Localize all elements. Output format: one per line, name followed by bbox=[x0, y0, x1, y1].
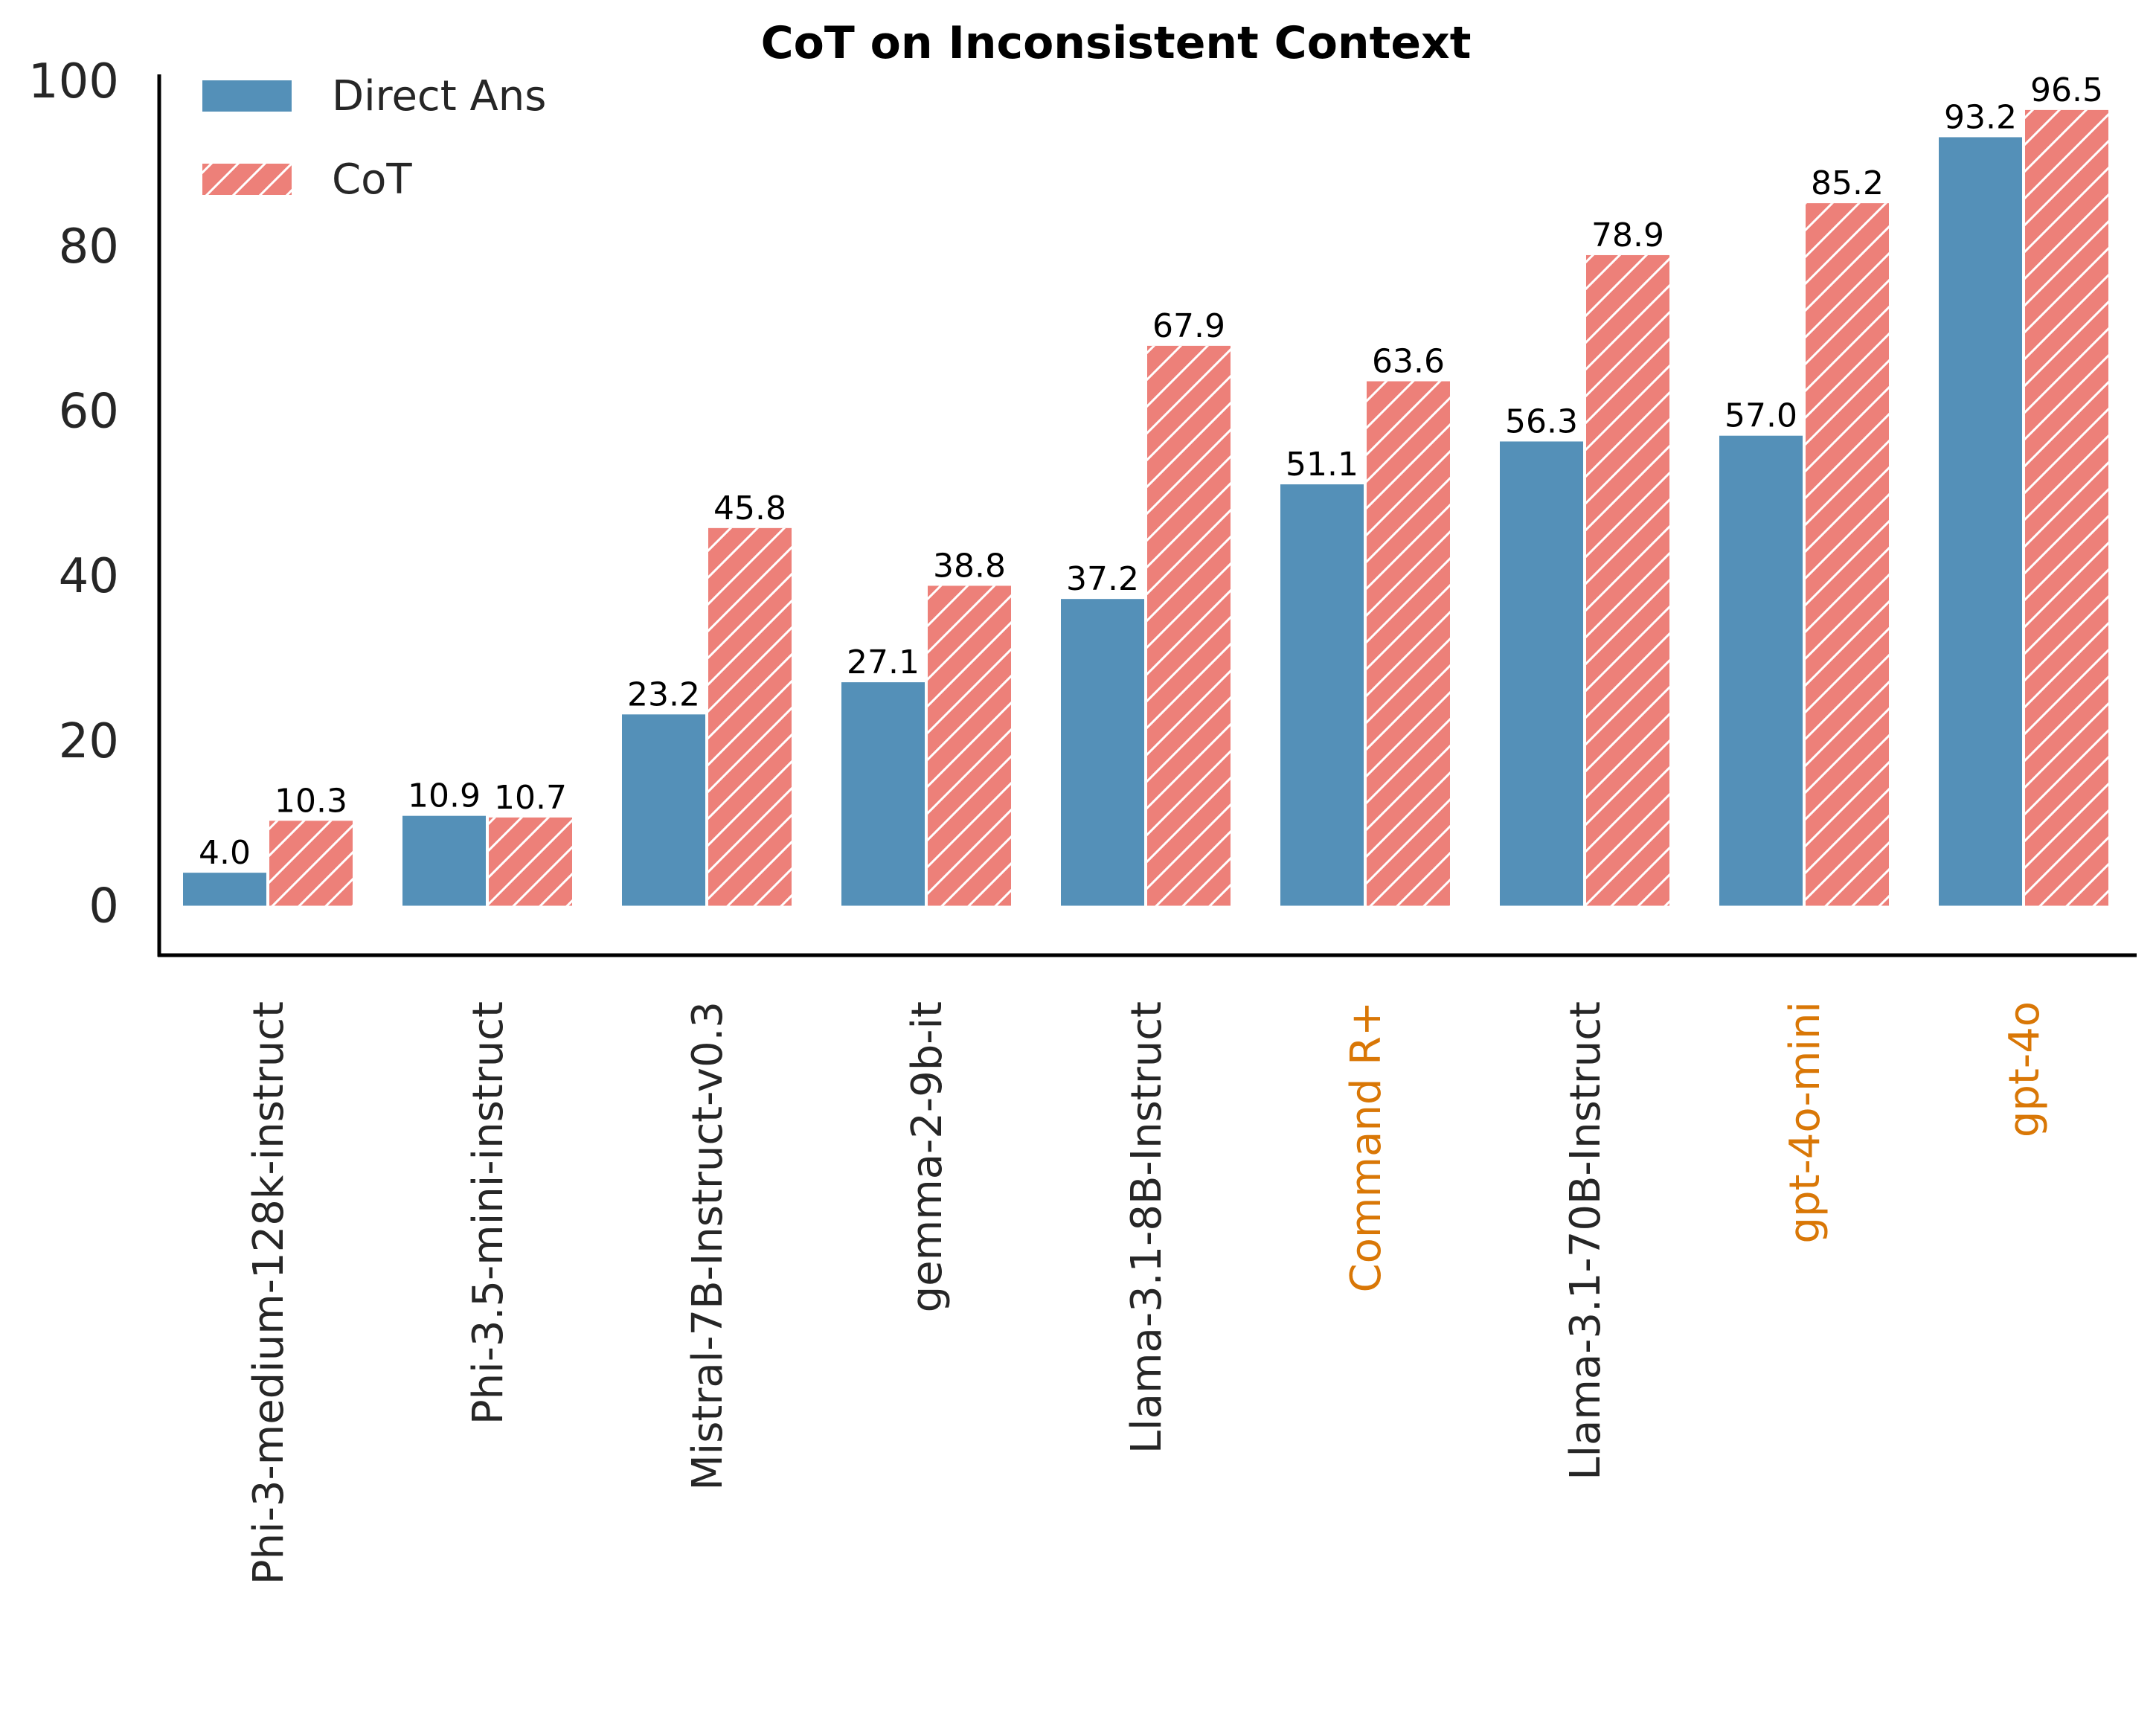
bar-direct-ans bbox=[841, 682, 925, 906]
bar-direct-ans bbox=[1280, 484, 1364, 906]
x-tick-label: gpt-4o bbox=[2001, 1001, 2049, 1137]
bar-direct-ans bbox=[1719, 435, 1803, 906]
legend-label-cot: CoT bbox=[332, 155, 412, 204]
x-tick-label: Phi-3-medium-128k-instruct bbox=[245, 1001, 293, 1585]
value-label-direct-ans: 51.1 bbox=[1286, 446, 1358, 484]
bar-direct-ans bbox=[183, 873, 266, 906]
value-labels: 4.0 10.3 10.9 10.7 23.2 45.8 27.1 38.8 37.2 67.9 5… bbox=[199, 71, 2103, 872]
x-tick-label: Mistral-7B-Instruct-v0.3 bbox=[684, 1001, 732, 1491]
legend-swatch-hatch-cot bbox=[202, 164, 292, 195]
value-label-cot: 96.5 bbox=[2030, 71, 2103, 109]
value-label-cot: 10.3 bbox=[275, 782, 347, 820]
value-label-direct-ans: 56.3 bbox=[1505, 402, 1578, 440]
bar-hatch-cot bbox=[708, 527, 792, 906]
bar-hatch-cot bbox=[2025, 109, 2108, 906]
bar-hatch-cot bbox=[1147, 345, 1231, 906]
value-label-cot: 63.6 bbox=[1372, 343, 1445, 381]
bar-direct-ans bbox=[1061, 599, 1144, 906]
x-tick-label: gpt-4o-mini bbox=[1781, 1001, 1829, 1244]
value-label-cot: 45.8 bbox=[713, 489, 786, 527]
y-tick-label: 0 bbox=[89, 879, 119, 934]
legend-swatch-direct-ans bbox=[202, 80, 292, 112]
x-tick-label: gemma-2-9b-it bbox=[903, 1001, 952, 1312]
x-tick-label: Llama-3.1-70B-Instruct bbox=[1562, 1001, 1610, 1480]
chart-title: CoT on Inconsistent Context bbox=[761, 17, 1472, 69]
bar-direct-ans bbox=[402, 815, 486, 906]
bar-hatch-cot bbox=[269, 821, 353, 906]
bars bbox=[183, 109, 2108, 906]
value-label-cot: 78.9 bbox=[1591, 216, 1664, 254]
value-label-direct-ans: 4.0 bbox=[199, 834, 251, 872]
bar-direct-ans bbox=[1939, 137, 2022, 906]
bar-hatch-cot bbox=[1586, 254, 1669, 906]
value-label-direct-ans: 10.9 bbox=[408, 777, 481, 815]
value-label-direct-ans: 27.1 bbox=[847, 643, 920, 681]
legend-label-direct-ans: Direct Ans bbox=[332, 72, 546, 121]
x-axis-ticks: Phi-3-medium-128k-instruct Phi-3.5-mini-i… bbox=[245, 1001, 2049, 1585]
bar-direct-ans bbox=[1500, 441, 1583, 906]
bar-direct-ans bbox=[622, 714, 705, 906]
y-tick-label: 60 bbox=[59, 384, 119, 439]
bar-hatch-cot bbox=[489, 817, 572, 906]
y-tick-label: 80 bbox=[59, 219, 119, 275]
y-tick-label: 100 bbox=[28, 54, 119, 109]
y-tick-label: 40 bbox=[59, 549, 119, 604]
value-label-cot: 85.2 bbox=[1811, 164, 1884, 202]
value-label-direct-ans: 93.2 bbox=[1944, 98, 2017, 136]
value-label-direct-ans: 37.2 bbox=[1066, 560, 1139, 598]
bar-hatch-cot bbox=[1806, 203, 1889, 906]
value-label-direct-ans: 57.0 bbox=[1725, 397, 1797, 435]
y-axis-ticks: 0 20 40 60 80 100 bbox=[28, 54, 119, 934]
legend: Direct Ans CoT bbox=[202, 72, 546, 204]
value-label-cot: 38.8 bbox=[933, 547, 1006, 585]
x-tick-label: Phi-3.5-mini-instruct bbox=[464, 1001, 513, 1425]
value-label-direct-ans: 23.2 bbox=[627, 675, 700, 713]
bar-hatch-cot bbox=[928, 585, 1011, 906]
x-tick-label: Command R+ bbox=[1342, 1001, 1390, 1292]
y-tick-label: 20 bbox=[59, 714, 119, 769]
x-tick-label: Llama-3.1-8B-Instruct bbox=[1123, 1001, 1171, 1454]
value-label-cot: 10.7 bbox=[494, 779, 567, 817]
value-label-cot: 67.9 bbox=[1152, 307, 1225, 345]
bar-hatch-cot bbox=[1367, 381, 1450, 906]
